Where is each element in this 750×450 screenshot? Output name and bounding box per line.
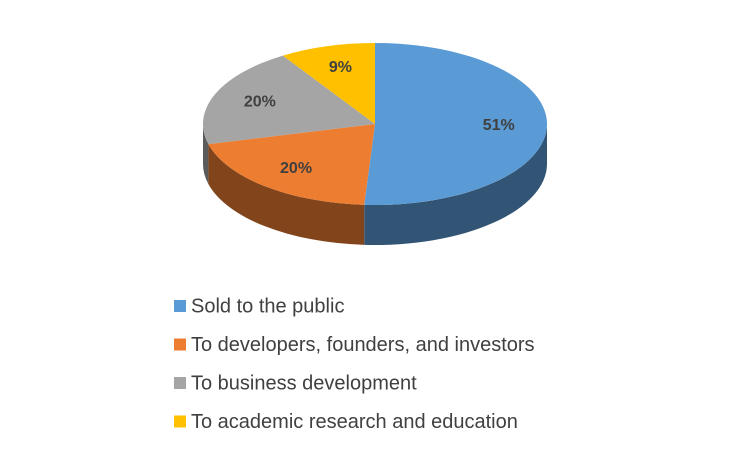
slice	[208, 124, 375, 205]
legend-label: To business development	[191, 372, 417, 394]
data-label: 20%	[280, 160, 312, 177]
slice	[282, 43, 375, 124]
data-label: 9%	[329, 59, 352, 76]
slice	[364, 43, 548, 205]
legend-label: To developers, founders, and investors	[191, 334, 535, 356]
legend-swatch	[174, 300, 186, 312]
legend-swatch	[174, 338, 186, 351]
slice-side	[208, 144, 365, 245]
data-label: 51%	[483, 117, 515, 134]
slice	[203, 55, 375, 145]
legend-label: Sold to the public	[191, 295, 344, 317]
legend-label: To academic research and education	[191, 411, 518, 433]
legend-swatch	[174, 415, 186, 428]
legend-swatch	[174, 377, 186, 389]
data-label: 20%	[244, 94, 276, 111]
slice-side	[203, 124, 209, 185]
slice-side	[364, 124, 547, 245]
